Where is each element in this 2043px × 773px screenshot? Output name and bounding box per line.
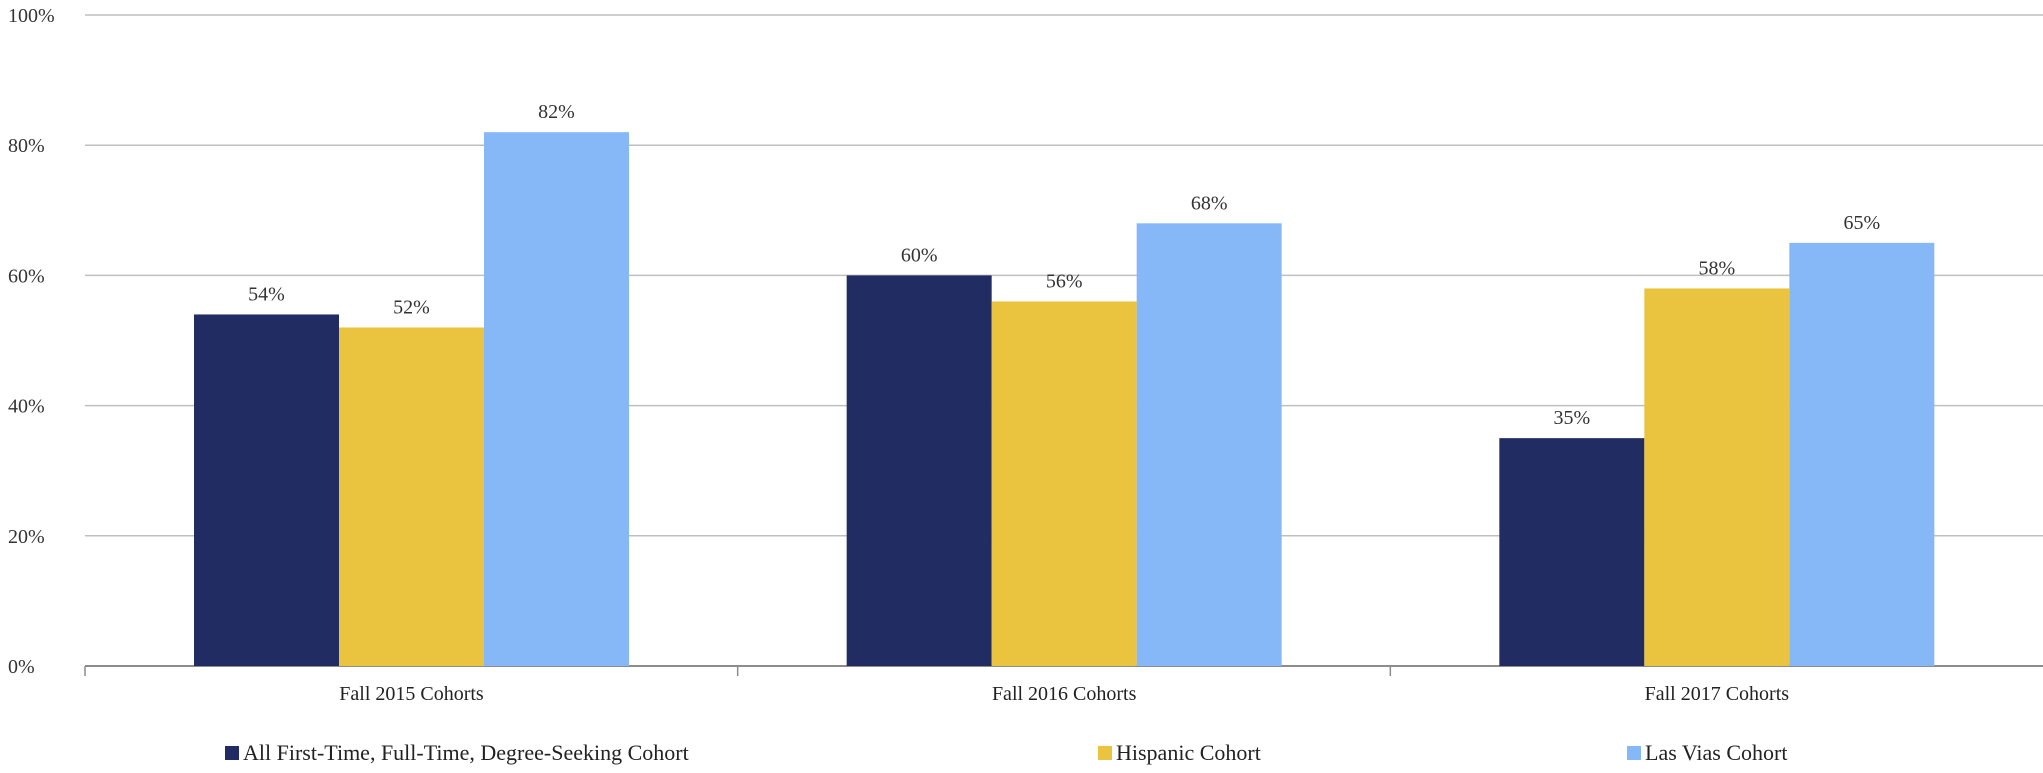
data-label: 58% [1698,257,1735,279]
data-labels: 54% 52% 82% 60% 56% 68% 35% 58% 65% [248,101,1880,429]
bars [194,132,1935,666]
y-tick-label: 40% [8,396,45,418]
legend: All First-Time, Full-Time, Degree-Seekin… [225,740,1787,765]
bar [846,275,992,666]
y-tick-label: 60% [8,265,45,287]
legend-label: All First-Time, Full-Time, Degree-Seekin… [243,740,689,765]
axes: 0% 20% 40% 60% 80% 100% Fall 2015 Cohorts Fall … [8,5,2043,705]
bar [1136,223,1282,666]
data-label: 68% [1191,192,1228,214]
y-tick-label: 20% [8,526,45,548]
legend-label: Las Vias Cohort [1645,740,1787,765]
y-tick-label: 100% [8,5,55,27]
bar [1789,242,1935,666]
data-label: 54% [248,283,285,305]
bar [991,301,1137,666]
x-category-label: Fall 2015 Cohorts [339,683,484,705]
data-label: 65% [1843,212,1880,234]
data-label: 56% [1046,270,1083,292]
legend-label: Hispanic Cohort [1116,740,1261,765]
data-label: 35% [1553,407,1590,429]
x-category-label: Fall 2016 Cohorts [992,683,1137,705]
y-tick-label: 80% [8,135,45,157]
bar [484,132,629,666]
data-label: 60% [901,244,938,266]
bar [194,314,339,666]
y-tick-label: 0% [8,656,35,678]
bar [1644,288,1790,666]
legend-swatch [225,746,239,760]
legend-swatch [1627,746,1641,760]
data-label: 82% [538,101,575,123]
x-category-label: Fall 2017 Cohorts [1645,683,1790,705]
bar [1499,438,1645,666]
legend-swatch [1098,746,1112,760]
data-label: 52% [393,296,430,318]
bar [339,327,484,666]
